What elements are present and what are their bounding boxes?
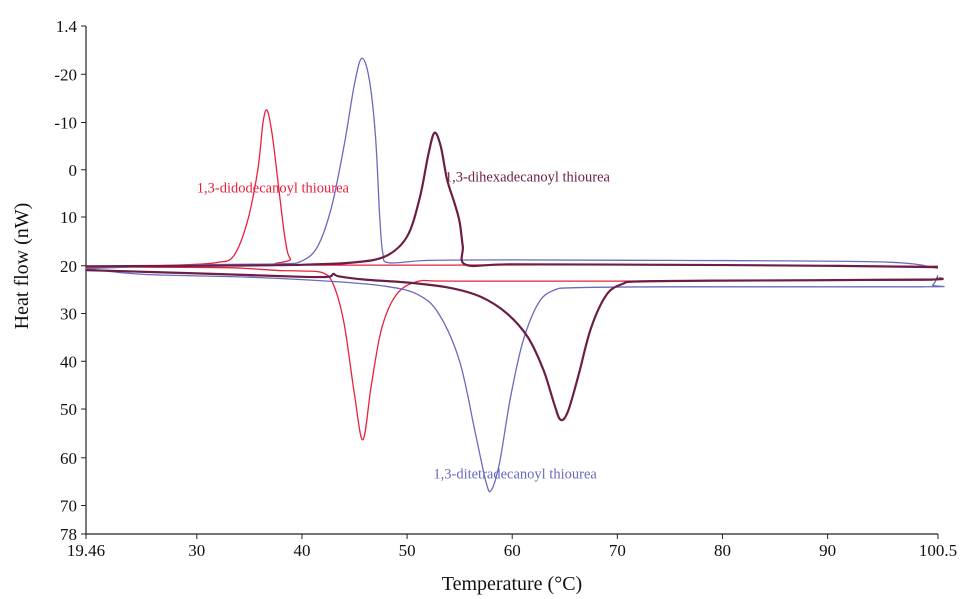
series-labels: 1,3-didodecanoyl thiourea 1,3-ditetradeca… — [197, 170, 611, 483]
x-tick-label: 40 — [293, 541, 310, 560]
y-tick-label: -20 — [54, 65, 77, 84]
series-line-cooling — [85, 57, 939, 270]
series-label: 1,3-didodecanoyl thiourea — [197, 180, 350, 196]
series-line-heating — [85, 267, 945, 493]
x-tick-label: 19.46 — [67, 541, 105, 560]
y-tick-label: 10 — [60, 208, 77, 227]
y-tick-label: 60 — [60, 449, 77, 468]
x-tick-label: 60 — [504, 541, 521, 560]
y-tick-label: 50 — [60, 400, 77, 419]
y-tick-label: 30 — [60, 305, 77, 324]
series-line-heating — [85, 269, 944, 422]
series-label: 1,3-ditetradecanoyl thiourea — [433, 466, 597, 482]
y-axis-title: Heat flow (nW) — [11, 203, 33, 330]
x-tick-label: 80 — [714, 541, 731, 560]
y-tick-label: 0 — [69, 161, 78, 180]
series-line-cooling — [85, 109, 939, 268]
x-tick-label: 100.5 — [919, 541, 957, 560]
series-1-3-dihexadecanoyl-thiourea — [85, 131, 944, 422]
series-label: 1,3-dihexadecanoyl thiourea — [445, 170, 611, 186]
x-tick-label: 50 — [399, 541, 416, 560]
x-axis-ticks: 19.46 30 40 50 60 70 80 90 100.5 — [67, 534, 957, 560]
y-axis-ticks: 1.4 -20 -10 0 10 20 30 40 50 60 70 78 — [54, 17, 86, 544]
series-1-3-didodecanoyl-thiourea — [85, 109, 939, 441]
x-axis-title: Temperature (°C) — [442, 573, 582, 595]
y-tick-label: 20 — [60, 257, 77, 276]
series-line-cooling — [85, 131, 939, 269]
series-layer — [85, 57, 945, 493]
y-tick-label: -10 — [54, 114, 77, 133]
x-tick-label: 90 — [819, 541, 836, 560]
y-tick-label: 78 — [60, 525, 77, 544]
x-tick-label: 70 — [609, 541, 626, 560]
series-1-3-ditetradecanoyl-thiourea — [85, 57, 945, 493]
y-tick-label: 70 — [60, 497, 77, 516]
x-tick-label: 30 — [188, 541, 205, 560]
y-tick-label: 1.4 — [56, 17, 78, 36]
series-line-heating — [85, 266, 933, 441]
y-tick-label: 40 — [60, 352, 77, 371]
